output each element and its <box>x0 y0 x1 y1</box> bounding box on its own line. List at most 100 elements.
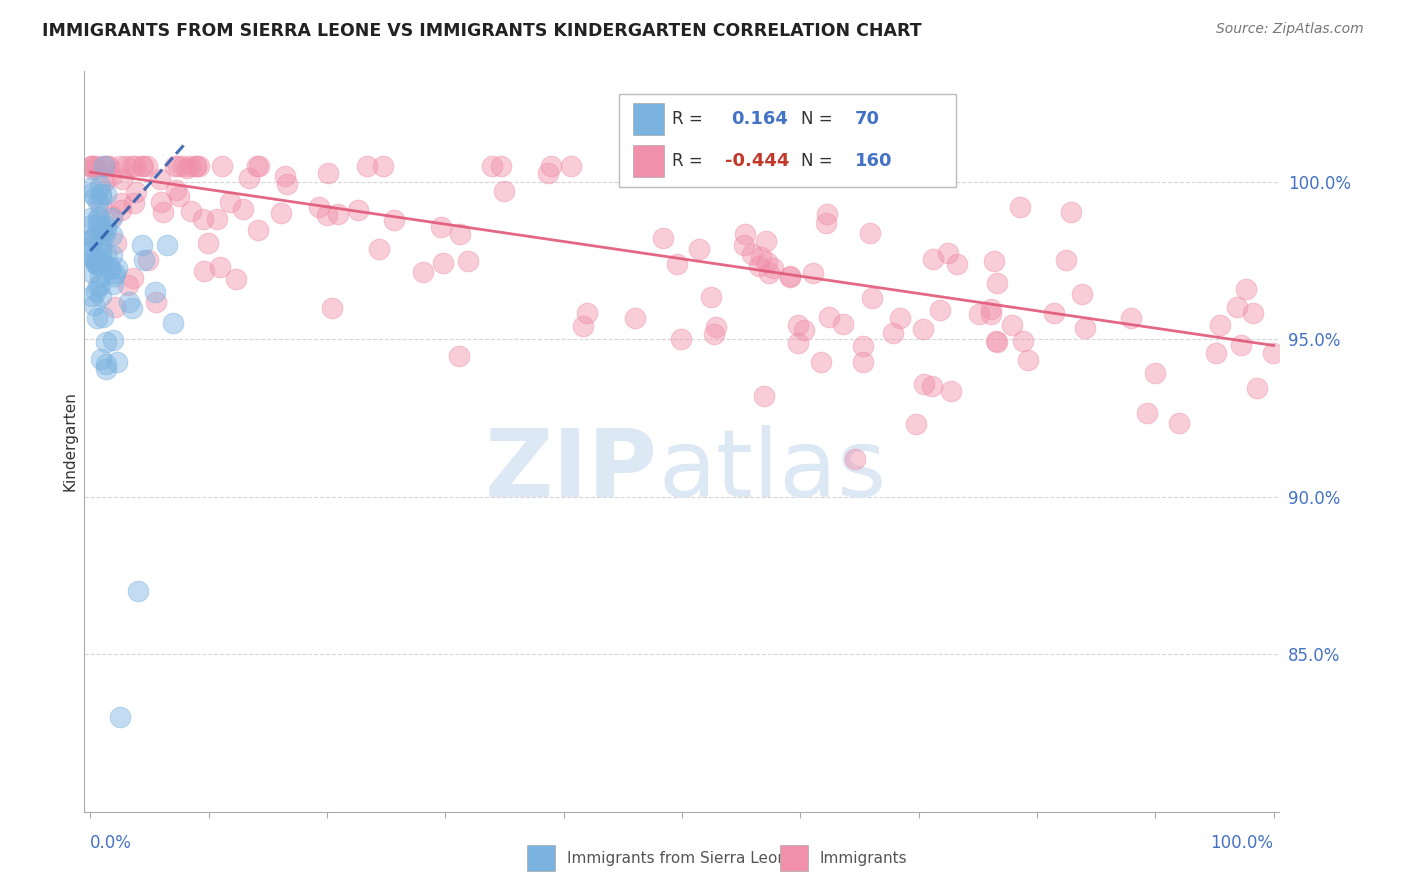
Point <box>165 183 187 197</box>
Point <box>90 246 112 260</box>
Point <box>346 203 368 218</box>
Point <box>172 159 194 173</box>
Point <box>138 253 160 268</box>
Point <box>749 250 772 264</box>
Point <box>84 284 107 298</box>
Point <box>1168 416 1191 430</box>
Point <box>1060 204 1083 219</box>
Point <box>326 207 349 221</box>
Point <box>83 252 105 266</box>
Point <box>1205 346 1227 360</box>
Point <box>101 277 124 291</box>
Point <box>90 190 112 204</box>
Point <box>762 260 785 275</box>
Point <box>96 159 118 173</box>
Point <box>270 206 292 220</box>
Point <box>84 255 107 269</box>
Point <box>101 210 124 224</box>
Point <box>1234 282 1257 296</box>
Point <box>980 301 1002 316</box>
Point <box>84 255 107 269</box>
Point <box>110 196 132 211</box>
Point <box>939 384 962 399</box>
Point <box>274 169 297 183</box>
Point <box>90 238 112 252</box>
Point <box>167 159 190 173</box>
Point <box>688 242 710 256</box>
Point <box>700 290 723 304</box>
Point <box>852 339 875 353</box>
Point <box>449 349 471 363</box>
Point <box>986 276 1008 290</box>
Point <box>143 285 166 299</box>
Point <box>571 318 593 333</box>
Point <box>457 254 479 268</box>
Point <box>208 260 231 275</box>
Point <box>184 159 207 173</box>
Point <box>132 159 155 173</box>
Point <box>984 334 1007 349</box>
Point <box>96 247 118 261</box>
Point <box>117 278 139 293</box>
Point <box>481 159 503 173</box>
Point <box>163 159 186 173</box>
Point <box>734 227 756 242</box>
Point <box>98 261 121 276</box>
Point <box>929 303 952 318</box>
Point <box>90 187 112 202</box>
Point <box>669 332 692 346</box>
Point <box>82 186 104 200</box>
Text: Immigrants from Sierra Leone: Immigrants from Sierra Leone <box>567 851 796 865</box>
Point <box>889 311 911 326</box>
Point <box>104 300 127 314</box>
Point <box>815 216 838 230</box>
Point <box>859 227 882 241</box>
Point <box>905 417 928 431</box>
Point <box>80 265 103 279</box>
Point <box>801 267 824 281</box>
Point <box>1246 380 1268 394</box>
Point <box>860 291 883 305</box>
Point <box>110 159 132 173</box>
Point <box>93 175 115 189</box>
Point <box>1054 252 1077 267</box>
Point <box>94 187 117 202</box>
Point <box>94 219 117 233</box>
Point <box>82 229 104 244</box>
Point <box>624 310 647 325</box>
Point <box>1136 406 1159 420</box>
Point <box>666 257 689 271</box>
Point <box>225 271 247 285</box>
Text: 100.0%: 100.0% <box>1211 834 1274 852</box>
Point <box>852 355 875 369</box>
Point <box>205 212 228 227</box>
Point <box>938 246 960 260</box>
Point <box>741 247 763 261</box>
Point <box>429 220 451 235</box>
Point <box>793 323 815 337</box>
Point <box>1074 320 1097 334</box>
Point <box>131 159 153 173</box>
Point <box>105 235 128 250</box>
Point <box>152 205 174 219</box>
Point <box>94 223 117 237</box>
Point <box>921 252 943 267</box>
Point <box>131 238 153 252</box>
Point <box>91 310 114 325</box>
Point <box>90 288 112 302</box>
Point <box>246 159 269 173</box>
Point <box>84 228 107 243</box>
Point <box>489 159 512 173</box>
Point <box>193 263 215 277</box>
Point <box>921 379 943 393</box>
Point <box>87 255 110 269</box>
Point <box>98 159 121 173</box>
Text: ZIP: ZIP <box>485 425 658 517</box>
Point <box>815 207 838 221</box>
Text: atlas: atlas <box>658 425 886 517</box>
Point <box>779 268 801 283</box>
Point <box>121 301 143 315</box>
Point <box>96 362 118 376</box>
Point <box>82 252 104 266</box>
Text: 160: 160 <box>855 152 893 169</box>
